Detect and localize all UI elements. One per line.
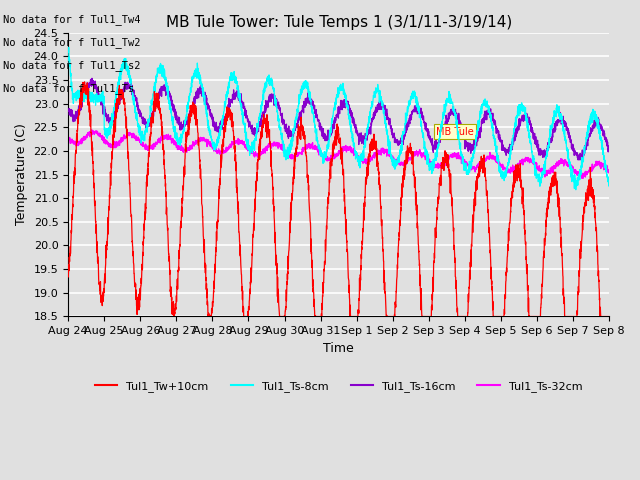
Text: No data for f Tul1_Ts: No data for f Tul1_Ts: [3, 83, 134, 94]
Text: MB Tule: MB Tule: [436, 127, 474, 137]
Text: No data for f Tul1_Ts2: No data for f Tul1_Ts2: [3, 60, 141, 71]
X-axis label: Time: Time: [323, 342, 354, 355]
Y-axis label: Temperature (C): Temperature (C): [15, 123, 28, 226]
Title: MB Tule Tower: Tule Temps 1 (3/1/11-3/19/14): MB Tule Tower: Tule Temps 1 (3/1/11-3/19…: [166, 15, 512, 30]
Text: No data for f Tul1_Tw2: No data for f Tul1_Tw2: [3, 36, 141, 48]
Text: No data for f Tul1_Tw4: No data for f Tul1_Tw4: [3, 13, 141, 24]
Legend: Tul1_Tw+10cm, Tul1_Ts-8cm, Tul1_Ts-16cm, Tul1_Ts-32cm: Tul1_Tw+10cm, Tul1_Ts-8cm, Tul1_Ts-16cm,…: [91, 376, 587, 396]
